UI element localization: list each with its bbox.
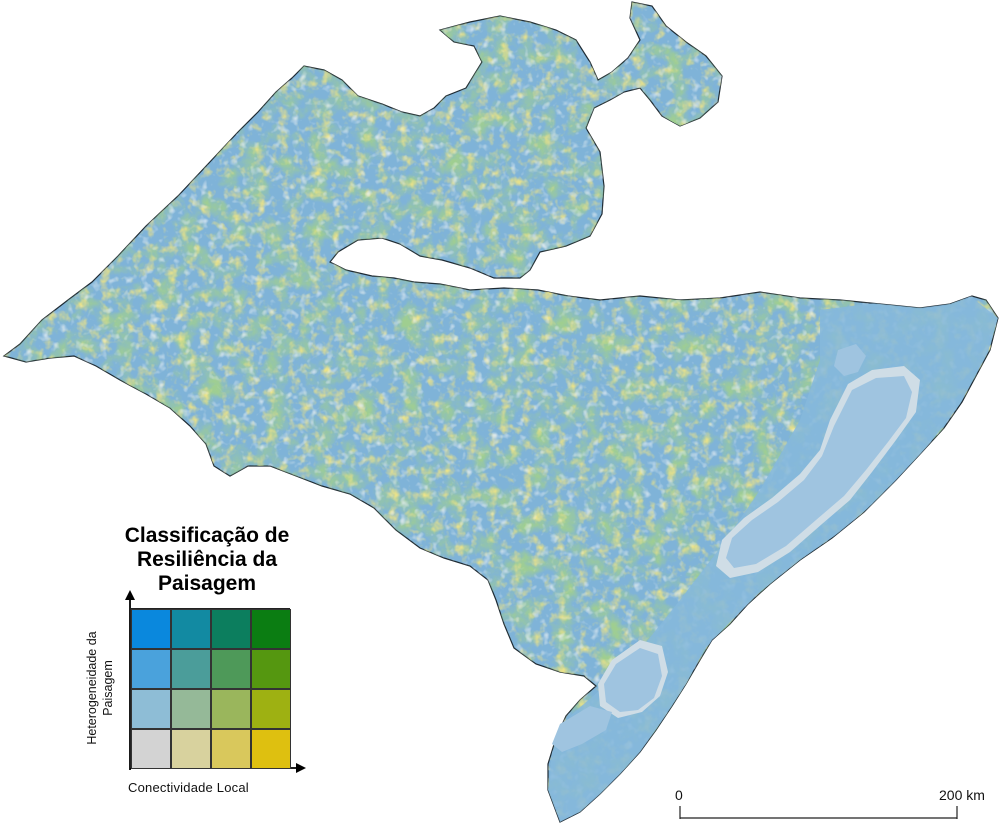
legend-cell-r2-c3 [211,649,251,689]
legend-cell-r1-c2 [171,609,211,649]
lagoon-patos-north [834,344,866,376]
legend-cell-r3-c2 [171,689,211,729]
legend-title-line-3: Paisagem [157,572,257,595]
legend-cell-r2-c1 [131,649,171,689]
scale-start-label: 0 [675,787,683,803]
legend-cell-r4-c2 [171,729,211,769]
legend-cell-r4-c3 [211,729,251,769]
scale-end-label: 200 km [939,787,985,803]
legend-title-line-1: Classificação de [124,524,290,547]
lagoon-patos [726,376,912,568]
lagoon-mirim-south [552,706,612,752]
legend-y-axis-label-line-2: Paisagem [101,660,115,716]
legend-cell-r3-c4 [251,689,291,729]
legend-cell-r3-c3 [211,689,251,729]
legend-x-axis-label: Conectividade Local [128,780,249,795]
legend-y-axis-label: Heterogeneidade da Paisagem [84,608,120,768]
legend-cell-r1-c3 [211,609,251,649]
legend-x-arrowhead [296,763,306,773]
legend-color-grid [130,608,291,769]
legend-y-axis-label-line-1: Heterogeneidade da [85,631,99,745]
legend-y-arrowhead [125,590,135,600]
legend-title: Classificação de Resiliência da Paisagem [92,524,322,596]
legend-cell-r4-c1 [131,729,171,769]
legend-cell-r4-c4 [251,729,291,769]
lagoon-mirim [604,648,662,712]
scale-bar [679,806,958,819]
legend-cell-r1-c1 [131,609,171,649]
legend-cell-r1-c4 [251,609,291,649]
legend-title-line-2: Resiliência da [136,548,278,571]
legend-cell-r2-c2 [171,649,211,689]
legend-cell-r2-c4 [251,649,291,689]
legend-cell-r3-c1 [131,689,171,729]
